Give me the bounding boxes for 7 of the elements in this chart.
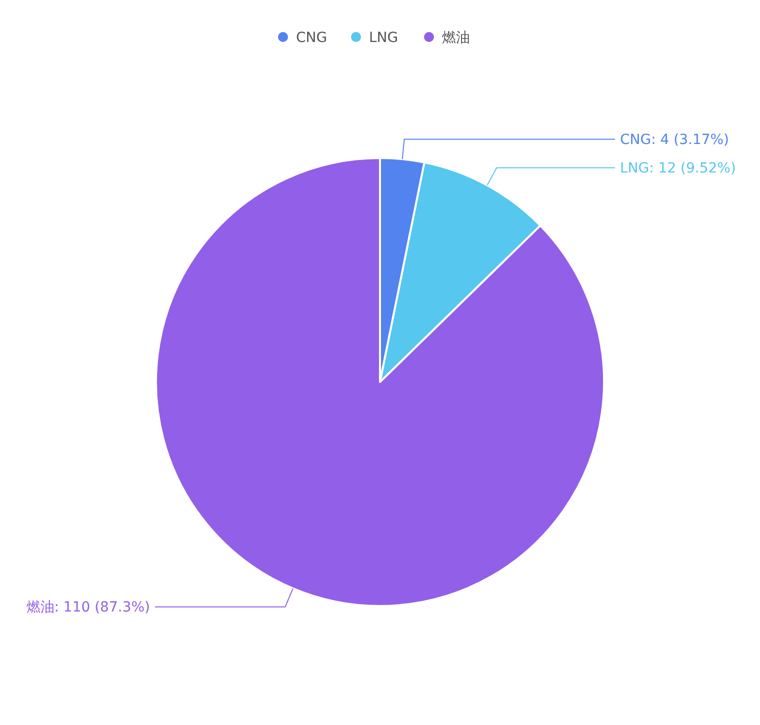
data-label: 燃油: 110 (87.3%): [26, 600, 150, 616]
data-label: CNG: 4 (3.17%): [620, 132, 730, 148]
legend-label: 燃油: [442, 30, 470, 46]
pie-slice: [155, 157, 605, 607]
legend-label: LNG: [369, 30, 398, 46]
legend-label: CNG: [296, 30, 328, 46]
data-label: LNG: 12 (9.52%): [620, 160, 736, 177]
